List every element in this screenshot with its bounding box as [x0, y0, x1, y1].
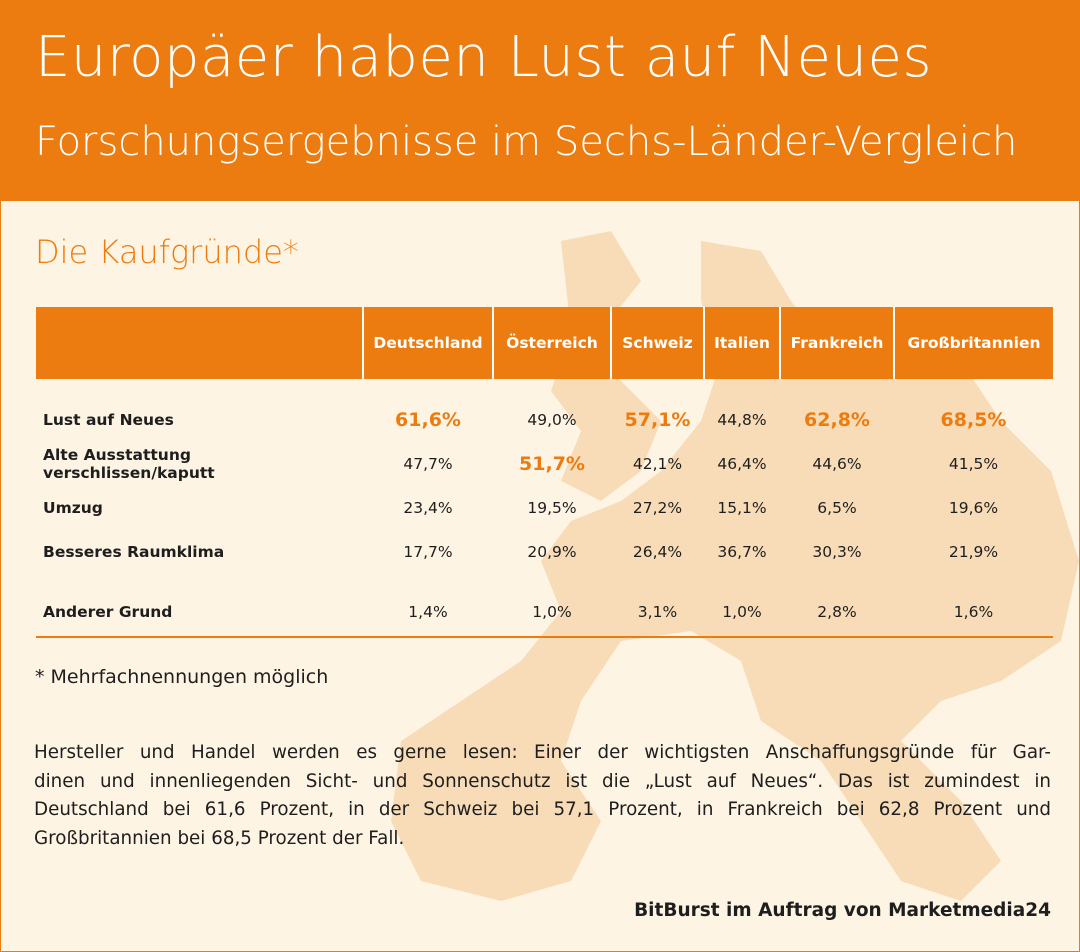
- cell: 62,8%: [804, 409, 870, 431]
- divider: [36, 636, 1053, 638]
- cell: 6,5%: [817, 499, 857, 517]
- cell: 41,5%: [948, 455, 999, 473]
- cell: 61,6%: [395, 409, 461, 431]
- cell: 36,7%: [717, 543, 767, 561]
- cell: 1,6%: [953, 603, 994, 621]
- source: BitBurst im Auftrag von Marketmedia24: [634, 900, 1051, 921]
- header-cell: [36, 307, 363, 379]
- paragraph: Hersteller und Handel werden es gerne le…: [34, 739, 1051, 853]
- cell: 19,6%: [948, 499, 999, 517]
- data-table: Deutschland Österreich Schweiz Italien F…: [36, 307, 1053, 634]
- paragraph-line: Großbritannien bei 68,5 Prozent der Fall…: [34, 827, 405, 849]
- cell: 47,7%: [403, 455, 453, 473]
- cell: 57,1%: [624, 409, 691, 431]
- row-label: Umzug: [43, 499, 103, 517]
- row: Alte Ausstattung verschlissen/kaputt 47,…: [36, 442, 1053, 486]
- title: Europäer haben Lust auf Neues: [35, 25, 933, 90]
- cell: 46,4%: [717, 455, 767, 473]
- cell: 23,4%: [403, 499, 453, 517]
- cell: 68,5%: [940, 409, 1007, 431]
- cell: 1,0%: [532, 603, 572, 621]
- row: Umzug 23,4% 19,5% 27,2% 15,1% 6,5% 19,6%: [36, 486, 1053, 530]
- header-band: Europäer haben Lust auf Neues Forschungs…: [1, 1, 1079, 201]
- row-label: Anderer Grund: [43, 603, 173, 621]
- row: Anderer Grund 1,4% 1,0% 3,1% 1,0% 2,8% 1…: [36, 574, 1053, 634]
- cell: 3,1%: [637, 603, 678, 621]
- header-row: Deutschland Österreich Schweiz Italien F…: [36, 307, 1053, 379]
- footnote: * Mehrfachnennungen möglich: [35, 666, 329, 688]
- cell: 49,0%: [527, 411, 577, 429]
- subtitle: Forschungsergebnisse im Sechs-Länder-Ver…: [35, 119, 1018, 165]
- header-cell: Italien: [703, 307, 780, 379]
- paragraph-line: Deutschland bei 61,6 Prozent, in der Sch…: [34, 799, 1051, 820]
- header-cell: Österreich: [492, 307, 611, 379]
- cell: 30,3%: [812, 543, 862, 561]
- paragraph-line: dinen und innenliegenden Sicht- und Sonn…: [34, 770, 1051, 792]
- cell: 42,1%: [632, 455, 683, 473]
- row-label: Lust auf Neues: [43, 411, 174, 429]
- row: Lust auf Neues 61,6% 49,0% 57,1% 44,8% 6…: [36, 398, 1053, 442]
- cell: 19,5%: [527, 499, 577, 517]
- cell: 51,7%: [519, 453, 585, 475]
- cell: 27,2%: [632, 499, 683, 517]
- cell: 20,9%: [527, 543, 577, 561]
- cell: 17,7%: [403, 543, 453, 561]
- cell: 2,8%: [817, 603, 857, 621]
- header-cell: Deutschland: [362, 307, 493, 379]
- cell: 44,8%: [717, 411, 767, 429]
- row: Besseres Raumklima 17,7% 20,9% 26,4% 36,…: [36, 530, 1053, 574]
- header-cell: Schweiz: [610, 307, 704, 379]
- row-label: Besseres Raumklima: [43, 543, 225, 561]
- header-cell: Frankreich: [779, 307, 894, 379]
- cell: 21,9%: [948, 543, 999, 561]
- cell: 1,4%: [408, 603, 448, 621]
- header-cell: Großbritannien: [893, 307, 1053, 379]
- cell: 15,1%: [717, 499, 767, 517]
- cell: 26,4%: [632, 543, 683, 561]
- section-title: Die Kaufgründe*: [35, 233, 299, 271]
- row-label: Alte Ausstattung verschlissen/kaputt: [43, 446, 215, 482]
- paragraph-line: Hersteller und Handel werden es gerne le…: [34, 742, 1051, 763]
- cell: 44,6%: [812, 455, 862, 473]
- cell: 1,0%: [722, 603, 762, 621]
